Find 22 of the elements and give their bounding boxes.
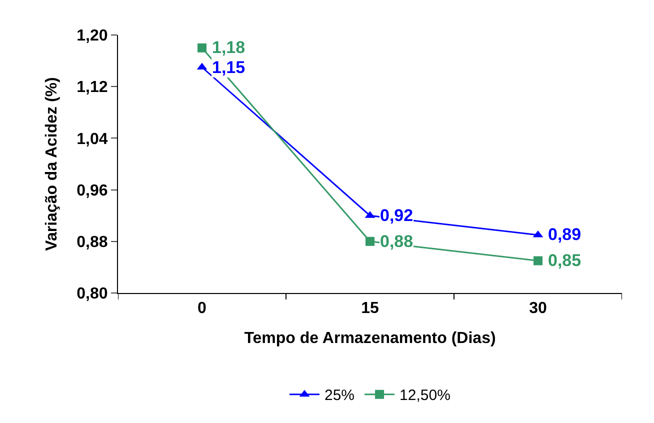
y-tick-label: 0,80 [76,286,108,303]
x-axis-title: Tempo de Armazenamento (Dias) [244,330,496,347]
x-tick-label: 30 [529,300,547,318]
data-label: 0,89 [548,225,582,244]
data-label: 1,18 [212,38,246,57]
x-tick-label: 15 [361,300,379,318]
y-axis-title: Variação da Acidez (%) [44,77,61,251]
data-label: 0,85 [548,251,582,270]
data-label: 0,92 [380,206,414,225]
y-tick-label: 1,20 [76,28,108,45]
legend-label: 25% [324,387,355,404]
y-tick-label: 1,04 [76,130,108,148]
y-tick-label: 0,88 [76,234,108,251]
y-tick-label: 0,96 [76,182,108,200]
x-tick-label: 0 [198,300,207,318]
point [198,43,206,52]
point [534,256,542,266]
legend-label: 12,50% [400,387,450,404]
data-label: 1,15 [212,58,246,77]
data-label: 0,88 [380,232,414,251]
point [366,236,374,246]
y-tick-label: 1,12 [76,79,108,96]
